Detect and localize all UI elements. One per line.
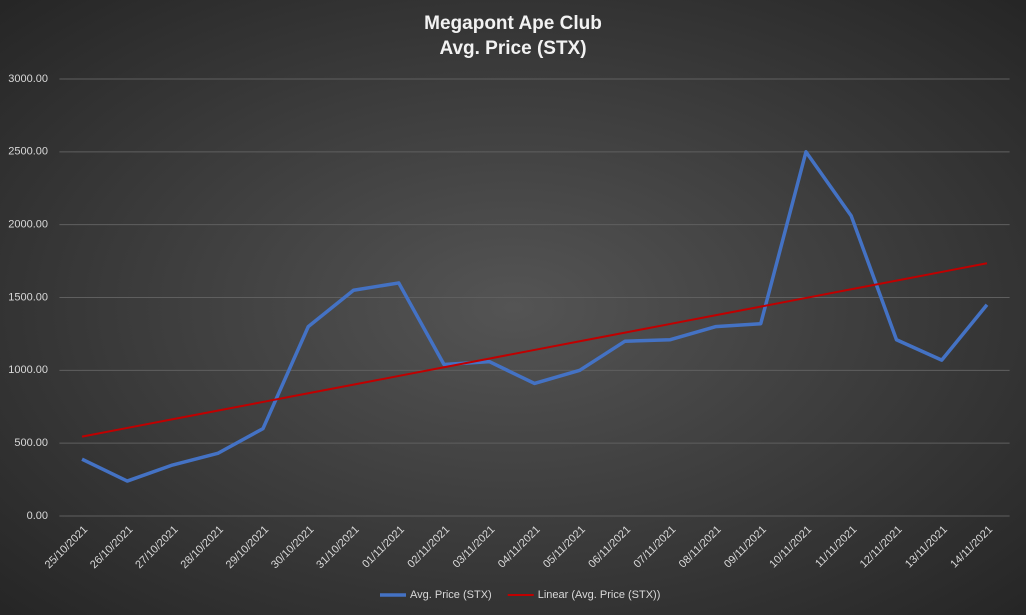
y-tick-label: 1500.00 bbox=[8, 291, 48, 303]
legend-label: Avg. Price (STX) bbox=[410, 589, 492, 601]
y-tick-label: 0.00 bbox=[27, 510, 48, 522]
y-tick-label: 2000.00 bbox=[8, 219, 48, 231]
series-line bbox=[81, 262, 988, 438]
y-tick-label: 500.00 bbox=[14, 437, 48, 449]
series-line bbox=[81, 150, 989, 483]
y-tick-label: 3000.00 bbox=[8, 73, 48, 85]
chart-title: Megapont Ape Club bbox=[424, 13, 602, 34]
legend-label: Linear (Avg. Price (STX)) bbox=[538, 589, 661, 601]
y-tick-label: 1000.00 bbox=[8, 364, 48, 376]
y-tick-label: 2500.00 bbox=[8, 146, 48, 158]
chart-subtitle: Avg. Price (STX) bbox=[439, 38, 586, 59]
